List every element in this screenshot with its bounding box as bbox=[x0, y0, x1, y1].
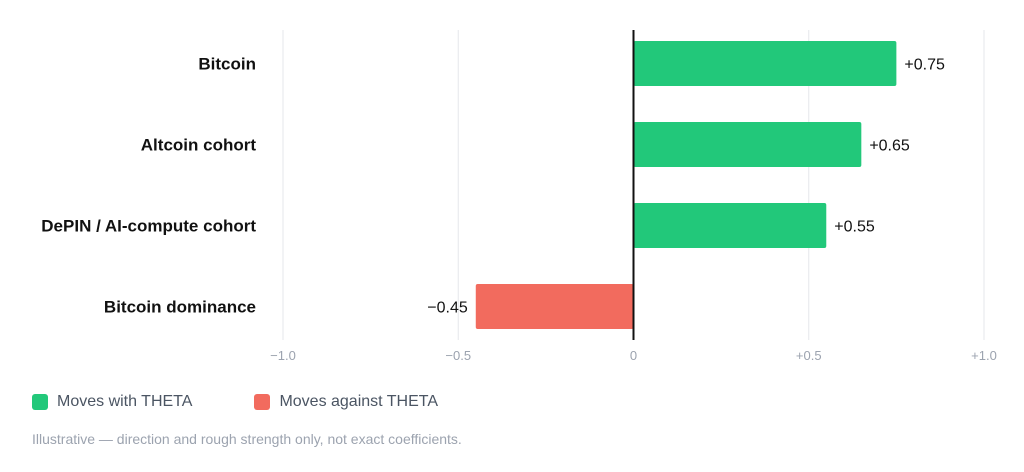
legend-item-negative: Moves against THETA bbox=[254, 393, 438, 411]
footnote: Illustrative — direction and rough stren… bbox=[32, 431, 462, 447]
value-label: +0.55 bbox=[834, 219, 875, 236]
bar bbox=[633, 122, 862, 167]
legend-swatch-negative bbox=[254, 394, 271, 410]
correlation-bar-chart: Bitcoin +0.75 Altcoin cohort +0.65 DePIN / A… bbox=[41, 30, 997, 363]
bar bbox=[633, 203, 827, 248]
legend-label-positive: Moves with THETA bbox=[57, 393, 193, 410]
x-tick-label: +1.0 bbox=[971, 348, 997, 363]
legend-label-negative: Moves against THETA bbox=[279, 393, 439, 410]
category-label: Altcoin cohort bbox=[141, 136, 257, 155]
bars bbox=[475, 30, 897, 340]
value-label: +0.75 bbox=[904, 57, 945, 74]
value-label: −0.45 bbox=[427, 300, 468, 317]
x-tick-label: −1.0 bbox=[270, 348, 296, 363]
x-tick-label: 0 bbox=[630, 348, 637, 363]
legend-item-positive: Moves with THETA bbox=[32, 393, 192, 411]
x-tick-label: −0.5 bbox=[445, 348, 471, 363]
bar bbox=[633, 41, 897, 86]
labels: Bitcoin +0.75 Altcoin cohort +0.65 DePIN / A… bbox=[41, 55, 945, 317]
value-label: +0.65 bbox=[869, 138, 910, 155]
legend-swatch-positive bbox=[32, 394, 48, 410]
category-label: DePIN / AI-compute cohort bbox=[41, 217, 256, 236]
category-label: Bitcoin dominance bbox=[104, 298, 256, 317]
x-axis-ticks: −1.0 −0.5 0 +0.5 +1.0 bbox=[270, 348, 997, 363]
legend: Moves with THETA Moves against THETA bbox=[32, 393, 500, 411]
bar bbox=[475, 284, 634, 329]
x-tick-label: +0.5 bbox=[796, 348, 822, 363]
category-label: Bitcoin bbox=[198, 55, 256, 74]
